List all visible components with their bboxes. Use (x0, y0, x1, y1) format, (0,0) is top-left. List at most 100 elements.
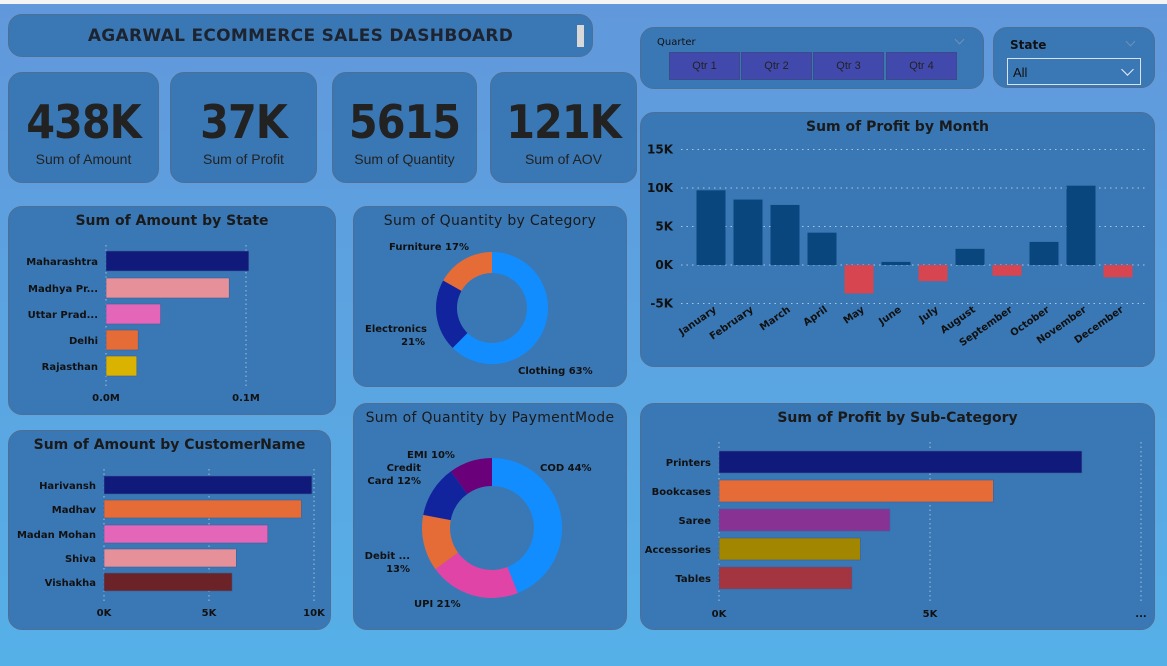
donut-label-furniture: Furniture 17% (389, 242, 469, 253)
bar-accessories (718, 537, 861, 561)
x-category-label: March (758, 304, 793, 333)
donut-slice-clothing (452, 252, 548, 364)
x-category-label: April (802, 304, 830, 328)
quarter-button-q1[interactable]: Qtr 1 (669, 52, 740, 80)
title-scroll-handle[interactable] (577, 25, 584, 47)
bar-delhi (105, 329, 139, 351)
y-category-label: Rajasthan (42, 362, 98, 373)
bar-may (844, 265, 874, 294)
donut-label-upi: UPI 21% (414, 599, 461, 610)
x-tick-label: 5K (923, 609, 939, 620)
y-category-label: Harivansh (39, 481, 96, 492)
bar-april (807, 232, 837, 265)
chart-title: Sum of Profit by Month (805, 119, 990, 135)
donut-label-cod: COD 44% (540, 463, 592, 474)
state-dropdown[interactable]: All (1007, 58, 1141, 85)
x-tick-label: 0K (97, 608, 113, 619)
bar-january (696, 190, 726, 265)
bar-june (881, 261, 911, 265)
chart-quantity-by-payment: Sum of Quantity by PaymentMode COD 44% U… (353, 403, 627, 630)
y-category-label: Saree (679, 516, 712, 527)
y-category-label: Uttar Prad... (28, 310, 98, 321)
quarter-button-q2[interactable]: Qtr 2 (741, 52, 812, 80)
bar-printers (718, 450, 1083, 474)
state-slicer: State All (993, 27, 1155, 88)
x-tick-label: 0.1M (232, 393, 260, 404)
dashboard-title: AGARWAL ECOMMERCE SALES DASHBOARD (8, 14, 593, 57)
y-category-label: Shiva (65, 554, 96, 565)
bar-november (1066, 185, 1096, 265)
donut-slice-upi (435, 552, 518, 598)
chart-title: Sum of Quantity by Category (383, 213, 597, 229)
x-category-label: May (842, 304, 867, 326)
donut-label-electronics: Electronics 21% (365, 324, 427, 348)
quantity-by-category-svg (436, 252, 548, 364)
donut-slice-furniture (443, 252, 492, 291)
x-category-label: July (917, 304, 942, 326)
y-tick-label: 0K (655, 258, 673, 272)
donut-slice-debit- (422, 514, 459, 570)
y-category-label: Maharashtra (26, 257, 98, 268)
y-tick-label: 5K (655, 220, 673, 234)
chart-title: Sum of Profit by Sub-Category (777, 410, 1018, 426)
y-category-label: Accessories (645, 545, 711, 556)
bar-march (770, 204, 800, 265)
state-slicer-title: State (1010, 38, 1047, 52)
bar-madhav (103, 499, 302, 519)
quantity-by-payment-svg (422, 458, 562, 598)
y-tick-label: 15K (647, 143, 674, 157)
x-tick-label: 0K (712, 609, 728, 620)
chart-title: Sum of Amount by State (75, 213, 269, 229)
y-category-label: Vishakha (45, 578, 96, 589)
kpi-value: 121K (506, 95, 621, 149)
kpi-card-aov: 121K Sum of AOV (490, 72, 637, 183)
amount-by-state-svg: 0.0M 0.1M Maharashtra Madhya Pr... Uttar Pra… (26, 245, 260, 404)
kpi-value: 37K (200, 95, 288, 149)
donut-label-clothing: Clothing 63% (518, 366, 593, 377)
kpi-value: 5615 (348, 95, 461, 149)
bar-uttar-prad- (105, 303, 161, 325)
y-category-label: Madhya Pr... (28, 284, 98, 295)
state-dropdown-value: All (1013, 65, 1028, 80)
y-category-label: Delhi (69, 336, 98, 347)
y-category-label: Printers (666, 458, 711, 469)
profit-by-subcategory-svg: 0K 5K ... Printers Bookcases Saree Accessories… (645, 442, 1147, 620)
bar-saree (718, 508, 891, 532)
chevron-down-icon[interactable] (1125, 36, 1136, 47)
quarter-button-q4[interactable]: Qtr 4 (886, 52, 957, 80)
chart-title: Sum of Quantity by PaymentMode (365, 410, 615, 426)
bar-tables (718, 566, 853, 590)
donut-slice-credit-card (423, 471, 468, 521)
quarter-button-q3[interactable]: Qtr 3 (813, 52, 884, 80)
kpi-value: 438K (26, 95, 141, 149)
x-tick-label: 10K (303, 608, 326, 619)
chart-quantity-by-category: Sum of Quantity by Category Furniture 17… (353, 206, 627, 387)
chart-profit-by-subcategory: Sum of Profit by Sub-Category 0K 5K... Pri… (640, 403, 1155, 630)
kpi-label: Sum of Quantity (354, 151, 455, 167)
bar-august (955, 248, 985, 265)
bar-december (1103, 265, 1133, 278)
bar-vishakha (103, 572, 233, 592)
donut-label-debit: Debit ... 13% (364, 551, 410, 575)
bar-harivansh (103, 475, 313, 495)
donut-slice-emi (450, 458, 492, 495)
x-tick-label: ... (1135, 609, 1146, 620)
bar-rajasthan (105, 355, 138, 377)
kpi-label: Sum of Amount (35, 151, 132, 167)
bar-maharashtra (105, 250, 250, 272)
y-tick-label: -5K (650, 297, 673, 311)
y-category-label: Madan Mohan (17, 530, 96, 541)
kpi-label: Sum of Profit (203, 151, 284, 167)
chart-amount-by-customer: Sum of Amount by CustomerName 0K 5K 10K Har… (8, 430, 331, 630)
kpi-card-profit: 37K Sum of Profit (170, 72, 317, 183)
kpi-card-quantity: 5615 Sum of Quantity (332, 72, 477, 183)
bar-bookcases (718, 479, 994, 503)
dashboard-title-text: AGARWAL ECOMMERCE SALES DASHBOARD (87, 25, 514, 46)
chart-profit-by-month: Sum of Profit by Month 15K 10K 5K 0K -5K Janu… (640, 112, 1155, 367)
quarter-slicer-title: Quarter (657, 37, 696, 48)
bar-shiva (103, 548, 237, 568)
chart-amount-by-state: Sum of Amount by State 0.0M 0.1M Maharasht… (8, 206, 336, 415)
chevron-down-icon[interactable] (954, 34, 965, 45)
window-top-strip (0, 0, 1167, 4)
